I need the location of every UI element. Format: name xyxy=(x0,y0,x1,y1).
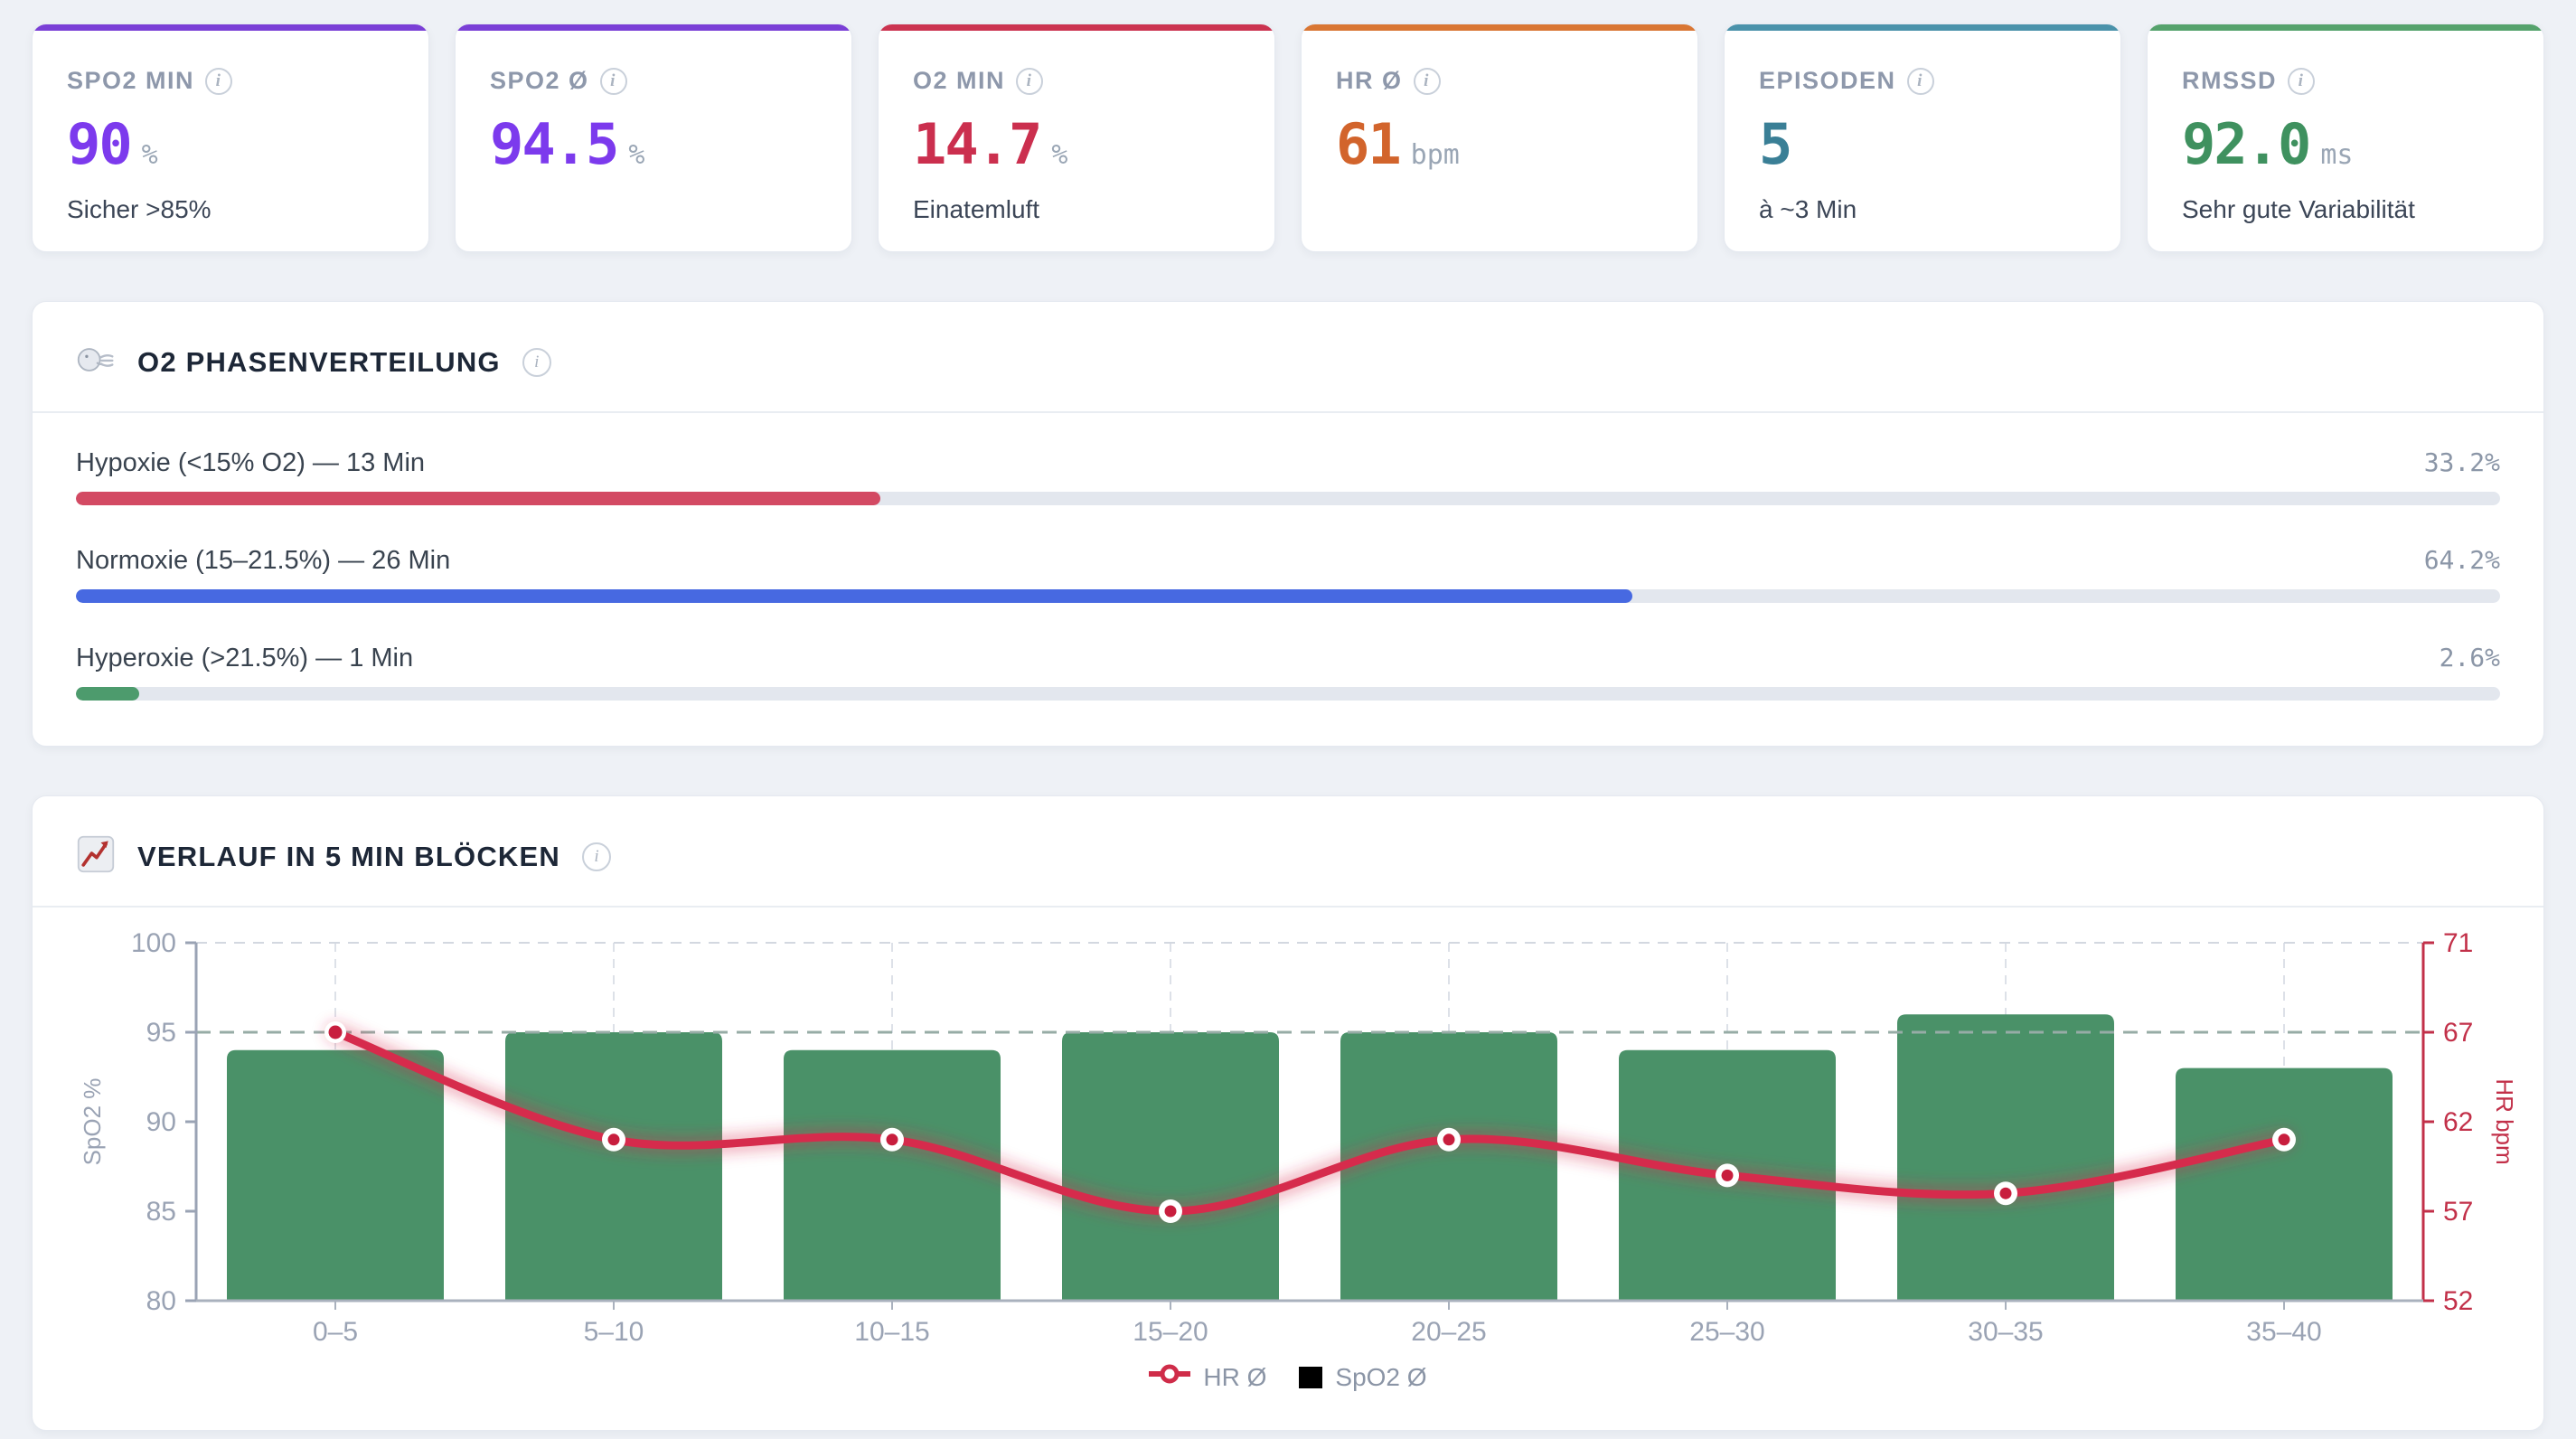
card-accent-bar xyxy=(2148,24,2543,31)
stat-card-unit: bpm xyxy=(1411,139,1460,171)
card-accent-bar xyxy=(1725,24,2120,31)
stat-card-value: 5 xyxy=(1759,111,1791,177)
stat-card-label: SPO2 Ø xyxy=(490,67,589,95)
stat-cards-row: SPO2 MIN i 90 % Sicher >85% SPO2 Ø i 94.… xyxy=(32,24,2544,252)
phase-progress-track xyxy=(76,492,2500,505)
svg-text:52: 52 xyxy=(2443,1286,2473,1316)
hr-legend-marker-icon xyxy=(1149,1362,1190,1392)
phases-list: Hypoxie (<15% O2) — 13 Min 33.2% Normoxi… xyxy=(33,413,2543,746)
phase-progress-fill xyxy=(76,492,880,505)
o2-phases-section: O2 PHASENVERTEILUNG i Hypoxie (<15% O2) … xyxy=(32,301,2544,747)
phase-percent: 33.2% xyxy=(2424,447,2500,477)
svg-text:95: 95 xyxy=(146,1018,176,1048)
phase-row: Hypoxie (<15% O2) — 13 Min 33.2% xyxy=(76,447,2500,505)
stat-card-value: 14.7 xyxy=(913,111,1040,177)
svg-text:10–15: 10–15 xyxy=(854,1317,929,1347)
stat-card-subtitle: Sehr gute Variabilität xyxy=(2182,195,2509,224)
svg-text:67: 67 xyxy=(2443,1018,2473,1048)
stat-card-subtitle: Einatemluft xyxy=(913,195,1240,224)
stat-card: SPO2 MIN i 90 % Sicher >85% xyxy=(32,24,429,252)
phase-progress-track xyxy=(76,687,2500,701)
svg-text:20–25: 20–25 xyxy=(1411,1317,1486,1347)
stat-card: HR Ø i 61 bpm xyxy=(1301,24,1698,252)
phase-progress-track xyxy=(76,589,2500,603)
info-icon[interactable]: i xyxy=(2288,68,2315,95)
legend-item-spo2[interactable]: SpO2 Ø xyxy=(1299,1363,1426,1392)
svg-text:15–20: 15–20 xyxy=(1133,1317,1208,1347)
svg-text:100: 100 xyxy=(131,928,176,958)
svg-text:5–10: 5–10 xyxy=(584,1317,644,1347)
stat-card-label: HR Ø xyxy=(1336,67,1403,95)
info-icon[interactable]: i xyxy=(1907,68,1934,95)
chart-title: VERLAUF IN 5 MIN BLÖCKEN xyxy=(137,841,560,873)
phase-percent: 2.6% xyxy=(2440,643,2500,672)
legend-item-hr[interactable]: HR Ø xyxy=(1149,1362,1266,1392)
stat-card-value: 94.5 xyxy=(490,111,617,177)
stat-card-subtitle: à ~3 Min xyxy=(1759,195,2086,224)
card-accent-bar xyxy=(456,24,851,31)
svg-text:62: 62 xyxy=(2443,1107,2473,1137)
stat-card-unit: % xyxy=(628,139,644,171)
phase-label: Normoxie (15–21.5%) — 26 Min xyxy=(76,546,450,576)
stat-card-value: 90 xyxy=(67,111,131,177)
phase-percent: 64.2% xyxy=(2424,545,2500,575)
legend-label: HR Ø xyxy=(1203,1363,1266,1392)
svg-text:85: 85 xyxy=(146,1197,176,1227)
phase-row: Hyperoxie (>21.5%) — 1 Min 2.6% xyxy=(76,643,2500,701)
svg-text:HR bpm: HR bpm xyxy=(2491,1078,2518,1164)
card-accent-bar xyxy=(33,24,428,31)
stat-card: RMSSD i 92.0 ms Sehr gute Variabilität xyxy=(2147,24,2544,252)
svg-text:90: 90 xyxy=(146,1107,176,1137)
svg-text:71: 71 xyxy=(2443,928,2473,958)
chart-up-icon xyxy=(76,834,116,879)
phase-label: Hyperoxie (>21.5%) — 1 Min xyxy=(76,644,413,673)
svg-text:80: 80 xyxy=(146,1286,176,1316)
breath-icon xyxy=(76,340,116,384)
info-icon[interactable]: i xyxy=(600,68,627,95)
stat-card: SPO2 Ø i 94.5 % xyxy=(455,24,852,252)
info-icon[interactable]: i xyxy=(522,348,551,377)
spo2-legend-swatch-icon xyxy=(1299,1367,1322,1388)
phase-progress-fill xyxy=(76,687,139,701)
stat-card: O2 MIN i 14.7 % Einatemluft xyxy=(878,24,1275,252)
phases-title: O2 PHASENVERTEILUNG xyxy=(137,346,501,379)
svg-text:57: 57 xyxy=(2443,1197,2473,1227)
chart-legend: HR Ø SpO2 Ø xyxy=(33,1362,2543,1392)
svg-text:35–40: 35–40 xyxy=(2246,1317,2321,1347)
stat-card-value: 61 xyxy=(1336,111,1400,177)
card-accent-bar xyxy=(1302,24,1697,31)
phase-row: Normoxie (15–21.5%) — 26 Min 64.2% xyxy=(76,545,2500,603)
phase-label: Hypoxie (<15% O2) — 13 Min xyxy=(76,448,425,478)
stat-card-subtitle: Sicher >85% xyxy=(67,195,394,224)
combo-chart: 100 95 90 85 80 SpO2 % 71 67 62 57 52 HR bpm 0–5 5–10… xyxy=(33,920,2544,1354)
svg-text:30–35: 30–35 xyxy=(1968,1317,2043,1347)
stat-card-unit: % xyxy=(142,139,158,171)
dashboard-page: SPO2 MIN i 90 % Sicher >85% SPO2 Ø i 94.… xyxy=(0,0,2576,1431)
card-accent-bar xyxy=(879,24,1274,31)
phase-progress-fill xyxy=(76,589,1632,603)
stat-card-label: RMSSD xyxy=(2182,67,2277,95)
legend-label: SpO2 Ø xyxy=(1335,1363,1426,1392)
stat-card: EPISODEN i 5 à ~3 Min xyxy=(1724,24,2121,252)
svg-text:25–30: 25–30 xyxy=(1689,1317,1764,1347)
stat-card-label: SPO2 MIN xyxy=(67,67,194,95)
stat-card-label: EPISODEN xyxy=(1759,67,1896,95)
info-icon[interactable]: i xyxy=(205,68,232,95)
stat-card-unit: ms xyxy=(2320,139,2353,171)
info-icon[interactable]: i xyxy=(1016,68,1043,95)
svg-text:0–5: 0–5 xyxy=(313,1317,358,1347)
info-icon[interactable]: i xyxy=(1414,68,1441,95)
stat-card-value: 92.0 xyxy=(2182,111,2309,177)
svg-text:SpO2 %: SpO2 % xyxy=(79,1078,106,1166)
trend-chart-section: VERLAUF IN 5 MIN BLÖCKEN i 100 95 90 85 80 Sp… xyxy=(32,795,2544,1431)
info-icon[interactable]: i xyxy=(582,842,611,871)
stat-card-unit: % xyxy=(1051,139,1067,171)
stat-card-label: O2 MIN xyxy=(913,67,1005,95)
